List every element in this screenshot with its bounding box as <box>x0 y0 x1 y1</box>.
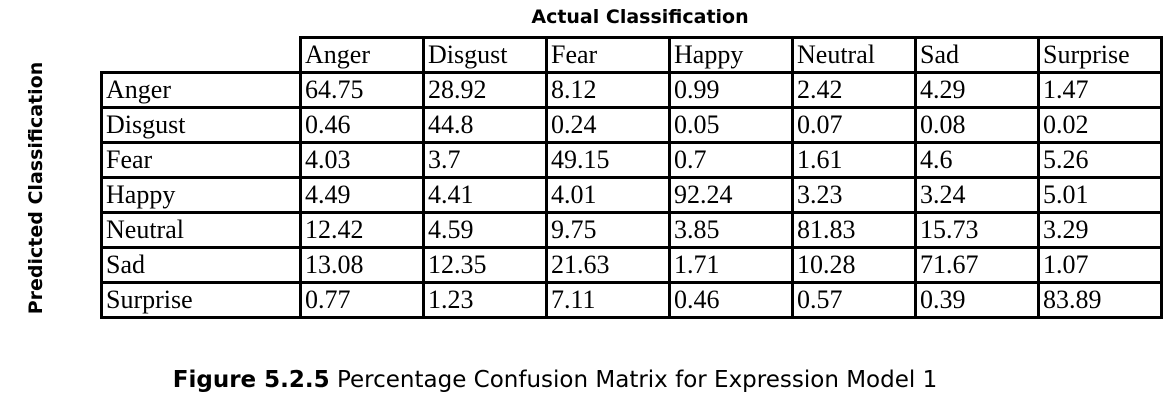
matrix-cell: 3.24 <box>914 176 1040 214</box>
matrix-cell: 0.7 <box>668 141 794 179</box>
matrix-cell: 4.49 <box>299 176 425 214</box>
matrix-cell: 0.77 <box>299 281 425 319</box>
matrix-cell: 21.63 <box>545 246 671 284</box>
matrix-cell: 8.12 <box>545 71 671 109</box>
column-header-sad: Sad <box>914 36 1040 74</box>
matrix-cell: 81.83 <box>791 211 917 249</box>
matrix-cell: 71.67 <box>914 246 1040 284</box>
matrix-cell: 1.71 <box>668 246 794 284</box>
matrix-cell: 4.59 <box>422 211 548 249</box>
row-header-anger: Anger <box>100 71 302 109</box>
matrix-cell: 49.15 <box>545 141 671 179</box>
row-header-happy: Happy <box>100 176 302 214</box>
matrix-cell: 92.24 <box>668 176 794 214</box>
matrix-cell: 7.11 <box>545 281 671 319</box>
matrix-cell: 3.23 <box>791 176 917 214</box>
matrix-cell: 4.41 <box>422 176 548 214</box>
matrix-cell: 0.46 <box>668 281 794 319</box>
matrix-cell: 1.61 <box>791 141 917 179</box>
matrix-cell: 0.07 <box>791 106 917 144</box>
matrix-cell: 28.92 <box>422 71 548 109</box>
matrix-cell: 0.99 <box>668 71 794 109</box>
row-header-sad: Sad <box>100 246 302 284</box>
table-row: Disgust 0.46 44.8 0.24 0.05 0.07 0.08 0.02 <box>100 106 1163 144</box>
figure-number: Figure 5.2.5 <box>172 367 330 393</box>
matrix-cell: 0.05 <box>668 106 794 144</box>
matrix-cell: 4.03 <box>299 141 425 179</box>
column-header-disgust: Disgust <box>422 36 548 74</box>
table-corner-cell <box>101 37 301 74</box>
matrix-cell: 0.57 <box>791 281 917 319</box>
matrix-cell: 10.28 <box>791 246 917 284</box>
column-header-fear: Fear <box>545 36 671 74</box>
figure-caption-text: Percentage Confusion Matrix for Expressi… <box>329 367 938 393</box>
matrix-cell: 3.29 <box>1037 211 1163 249</box>
column-header-neutral: Neutral <box>791 36 917 74</box>
confusion-matrix-table: Anger Disgust Fear Happy Neutral Sad Surprise … <box>100 36 1163 319</box>
matrix-cell: 0.46 <box>299 106 425 144</box>
table-row: Anger 64.75 28.92 8.12 0.99 2.42 4.29 1.47 <box>100 71 1163 109</box>
row-header-neutral: Neutral <box>100 211 302 249</box>
matrix-cell: 15.73 <box>914 211 1040 249</box>
matrix-cell: 1.47 <box>1037 71 1163 109</box>
matrix-cell: 4.29 <box>914 71 1040 109</box>
matrix-cell: 0.02 <box>1037 106 1163 144</box>
row-axis-label: Predicted Classification <box>25 61 47 315</box>
table-row: Neutral 12.42 4.59 9.75 3.85 81.83 15.73 3.29 <box>100 211 1163 249</box>
column-header-surprise: Surprise <box>1037 36 1163 74</box>
column-header-anger: Anger <box>299 36 425 74</box>
matrix-cell: 83.89 <box>1037 281 1163 319</box>
table-row: Happy 4.49 4.41 4.01 92.24 3.23 3.24 5.01 <box>100 176 1163 214</box>
figure-caption: Figure 5.2.5 Percentage Confusion Matrix… <box>0 364 1110 396</box>
matrix-cell: 0.08 <box>914 106 1040 144</box>
matrix-cell: 1.23 <box>422 281 548 319</box>
table-row: Fear 4.03 3.7 49.15 0.7 1.61 4.6 5.26 <box>100 141 1163 179</box>
matrix-cell: 12.42 <box>299 211 425 249</box>
matrix-cell: 9.75 <box>545 211 671 249</box>
row-header-fear: Fear <box>100 141 302 179</box>
row-header-surprise: Surprise <box>100 281 302 319</box>
matrix-cell: 3.85 <box>668 211 794 249</box>
matrix-cell: 13.08 <box>299 246 425 284</box>
table-header-row: Anger Disgust Fear Happy Neutral Sad Surprise <box>101 36 1163 74</box>
matrix-cell: 4.6 <box>914 141 1040 179</box>
matrix-cell: 1.07 <box>1037 246 1163 284</box>
matrix-cell: 44.8 <box>422 106 548 144</box>
matrix-cell: 5.26 <box>1037 141 1163 179</box>
matrix-cell: 4.01 <box>545 176 671 214</box>
column-axis-label: Actual Classification <box>531 6 749 28</box>
row-header-disgust: Disgust <box>100 106 302 144</box>
matrix-cell: 2.42 <box>791 71 917 109</box>
matrix-cell: 3.7 <box>422 141 548 179</box>
table-row: Surprise 0.77 1.23 7.11 0.46 0.57 0.39 83.89 <box>100 281 1163 319</box>
matrix-cell: 64.75 <box>299 71 425 109</box>
matrix-cell: 5.01 <box>1037 176 1163 214</box>
matrix-cell: 0.24 <box>545 106 671 144</box>
matrix-cell: 12.35 <box>422 246 548 284</box>
column-header-happy: Happy <box>668 36 794 74</box>
table-row: Sad 13.08 12.35 21.63 1.71 10.28 71.67 1.07 <box>100 246 1163 284</box>
matrix-cell: 0.39 <box>914 281 1040 319</box>
